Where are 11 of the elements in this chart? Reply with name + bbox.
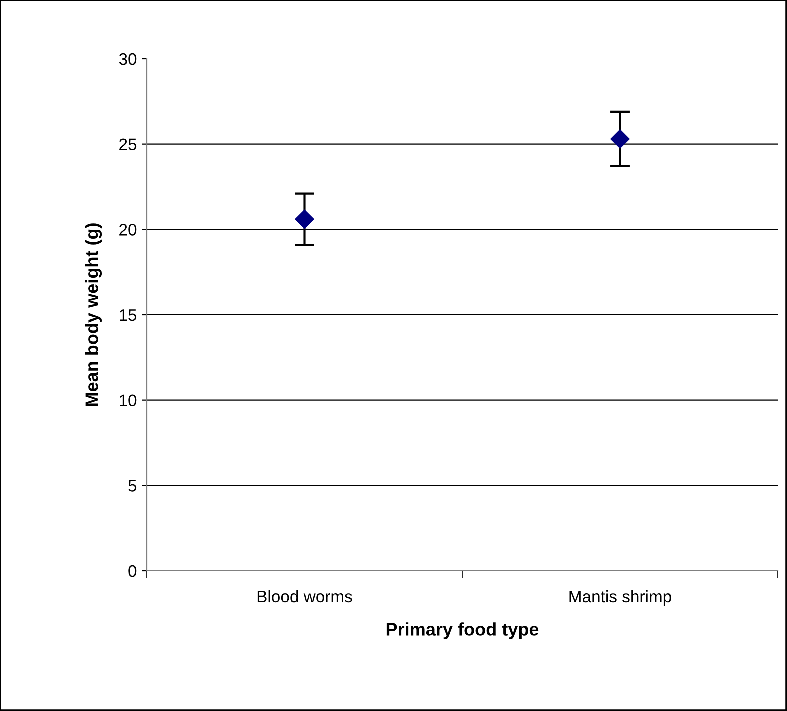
x-tick-label: Mantis shrimp <box>570 590 672 606</box>
y-axis-title: Mean body weight (g) <box>85 224 102 406</box>
y-tick-label: 10 <box>120 394 137 407</box>
y-tick-label: 30 <box>119 53 137 66</box>
y-tick-label: 0 <box>128 565 137 578</box>
y-tick-label: 20 <box>120 224 137 236</box>
x-tick-label: Blood worms <box>258 590 352 603</box>
y-tick-label: 5 <box>128 480 137 492</box>
y-tick-label: 15 <box>120 310 137 322</box>
y-tick-label: 25 <box>120 138 137 151</box>
x-axis-title: Primary food type <box>386 622 539 640</box>
